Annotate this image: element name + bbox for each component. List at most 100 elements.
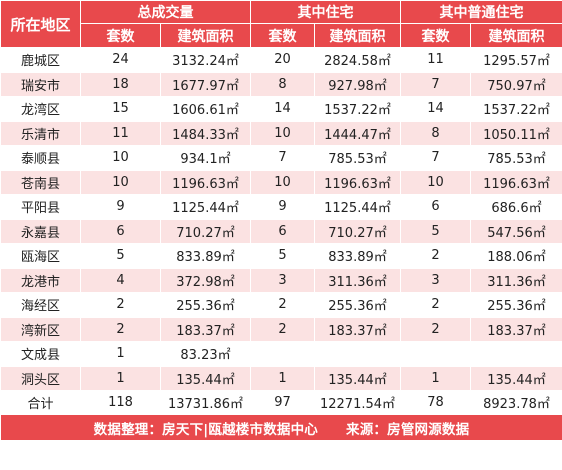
cell-ordinary-area: 750.97㎡ — [470, 71, 562, 97]
cell-total-count: 15 — [80, 96, 161, 122]
cell-ordinary-count: 2 — [400, 243, 471, 269]
cell-ordinary-count: 10 — [400, 169, 471, 195]
cell-ordinary-count: 3 — [400, 267, 471, 293]
cell-residential-count: 14 — [250, 96, 315, 122]
cell-ordinary-count: 7 — [400, 71, 471, 97]
table-row: 海经区 2 255.36㎡ 2 255.36㎡ 2 255.36㎡ — [0, 292, 562, 318]
cell-total-count: 11 — [80, 120, 161, 146]
table-body: 所在地区 总成交量 其中住宅 其中普通住宅 套数 建筑面积 套数 建筑面积 套数… — [0, 0, 562, 441]
cell-residential-area: 1537.22㎡ — [314, 96, 401, 122]
cell-region: 龙港市 — [0, 267, 81, 293]
cell-total-count: 24 — [80, 47, 161, 73]
cell-region: 鹿城区 — [0, 47, 81, 73]
footer-row: 数据整理：房天下|瓯越楼市数据中心 来源：房管网源数据 — [0, 414, 562, 441]
cell-residential-area — [314, 341, 401, 367]
cell-ordinary-count: 1 — [400, 365, 471, 391]
cell-ordinary-count: 2 — [400, 292, 471, 318]
cell-total-count: 4 — [80, 267, 161, 293]
cell-residential-count: 8 — [250, 71, 315, 97]
header-group-residential: 其中住宅 — [250, 0, 401, 24]
total-residential-count: 97 — [250, 390, 315, 415]
cell-residential-count — [250, 341, 315, 367]
cell-total-count: 1 — [80, 365, 161, 391]
total-row: 合计 118 13731.86㎡ 97 12271.54㎡ 78 8923.78㎡ — [0, 390, 562, 415]
cell-residential-count: 5 — [250, 243, 315, 269]
cell-total-count: 10 — [80, 145, 161, 171]
cell-residential-count: 1 — [250, 365, 315, 391]
cell-total-count: 5 — [80, 243, 161, 269]
cell-ordinary-count: 7 — [400, 145, 471, 171]
cell-total-area: 1484.33㎡ — [160, 120, 251, 146]
cell-region: 文成县 — [0, 341, 81, 367]
cell-residential-area: 135.44㎡ — [314, 365, 401, 391]
cell-total-area: 710.27㎡ — [160, 218, 251, 244]
cell-region: 平阳县 — [0, 194, 81, 220]
cell-ordinary-area: 547.56㎡ — [470, 218, 562, 244]
cell-ordinary-count — [400, 341, 471, 367]
cell-residential-area: 311.36㎡ — [314, 267, 401, 293]
table-row: 文成县 1 83.23㎡ — [0, 341, 562, 367]
cell-ordinary-area: 311.36㎡ — [470, 267, 562, 293]
cell-ordinary-area: 188.06㎡ — [470, 243, 562, 269]
cell-region: 瑞安市 — [0, 71, 81, 97]
cell-total-count: 2 — [80, 292, 161, 318]
header-region: 所在地区 — [0, 0, 81, 48]
header-total-area: 建筑面积 — [160, 23, 251, 48]
cell-ordinary-count: 5 — [400, 218, 471, 244]
cell-total-area: 833.89㎡ — [160, 243, 251, 269]
cell-residential-count: 6 — [250, 218, 315, 244]
cell-ordinary-area: 1537.22㎡ — [470, 96, 562, 122]
cell-residential-area: 255.36㎡ — [314, 292, 401, 318]
cell-residential-count: 7 — [250, 145, 315, 171]
cell-ordinary-count: 2 — [400, 316, 471, 342]
cell-total-area: 135.44㎡ — [160, 365, 251, 391]
header-ordinary-area: 建筑面积 — [470, 23, 562, 48]
cell-residential-area: 710.27㎡ — [314, 218, 401, 244]
cell-total-area: 1196.63㎡ — [160, 169, 251, 195]
table-row: 湾新区 2 183.37㎡ 2 183.37㎡ 2 183.37㎡ — [0, 316, 562, 342]
cell-residential-count: 2 — [250, 316, 315, 342]
cell-residential-count: 10 — [250, 169, 315, 195]
table-row: 平阳县 9 1125.44㎡ 9 1125.44㎡ 6 686.6㎡ — [0, 194, 562, 220]
cell-residential-area: 785.53㎡ — [314, 145, 401, 171]
cell-residential-area: 183.37㎡ — [314, 316, 401, 342]
cell-ordinary-area: 135.44㎡ — [470, 365, 562, 391]
table-row: 乐清市 11 1484.33㎡ 10 1444.47㎡ 8 1050.11㎡ — [0, 120, 562, 146]
cell-total-count: 2 — [80, 316, 161, 342]
cell-region: 湾新区 — [0, 316, 81, 342]
cell-ordinary-count: 11 — [400, 47, 471, 73]
cell-region: 瓯海区 — [0, 243, 81, 269]
total-ordinary-area: 8923.78㎡ — [470, 390, 562, 415]
cell-total-area: 1606.61㎡ — [160, 96, 251, 122]
cell-residential-area: 833.89㎡ — [314, 243, 401, 269]
table-row: 龙湾区 15 1606.61㎡ 14 1537.22㎡ 14 1537.22㎡ — [0, 96, 562, 122]
cell-region: 苍南县 — [0, 169, 81, 195]
cell-residential-count: 3 — [250, 267, 315, 293]
total-label: 合计 — [0, 390, 81, 415]
cell-residential-area: 1196.63㎡ — [314, 169, 401, 195]
cell-total-area: 255.36㎡ — [160, 292, 251, 318]
cell-ordinary-area: 686.6㎡ — [470, 194, 562, 220]
header-total-count: 套数 — [80, 23, 161, 48]
cell-residential-count: 9 — [250, 194, 315, 220]
cell-region: 永嘉县 — [0, 218, 81, 244]
cell-residential-count: 2 — [250, 292, 315, 318]
table-row: 瑞安市 18 1677.97㎡ 8 927.98㎡ 7 750.97㎡ — [0, 71, 562, 97]
cell-total-area: 183.37㎡ — [160, 316, 251, 342]
cell-total-count: 18 — [80, 71, 161, 97]
cell-total-area: 3132.24㎡ — [160, 47, 251, 73]
cell-ordinary-count: 14 — [400, 96, 471, 122]
cell-residential-area: 1125.44㎡ — [314, 194, 401, 220]
table-row: 洞头区 1 135.44㎡ 1 135.44㎡ 1 135.44㎡ — [0, 365, 562, 391]
cell-total-count: 9 — [80, 194, 161, 220]
cell-region: 洞头区 — [0, 365, 81, 391]
total-residential-area: 12271.54㎡ — [314, 390, 401, 415]
table-row: 永嘉县 6 710.27㎡ 6 710.27㎡ 5 547.56㎡ — [0, 218, 562, 244]
cell-residential-area: 2824.58㎡ — [314, 47, 401, 73]
header-ordinary-count: 套数 — [400, 23, 471, 48]
cell-residential-count: 20 — [250, 47, 315, 73]
table-row: 龙港市 4 372.98㎡ 3 311.36㎡ 3 311.36㎡ — [0, 267, 562, 293]
table-row: 瓯海区 5 833.89㎡ 5 833.89㎡ 2 188.06㎡ — [0, 243, 562, 269]
header-group-ordinary-residential: 其中普通住宅 — [400, 0, 562, 24]
transactions-table: 所在地区 总成交量 其中住宅 其中普通住宅 套数 建筑面积 套数 建筑面积 套数… — [0, 0, 562, 441]
